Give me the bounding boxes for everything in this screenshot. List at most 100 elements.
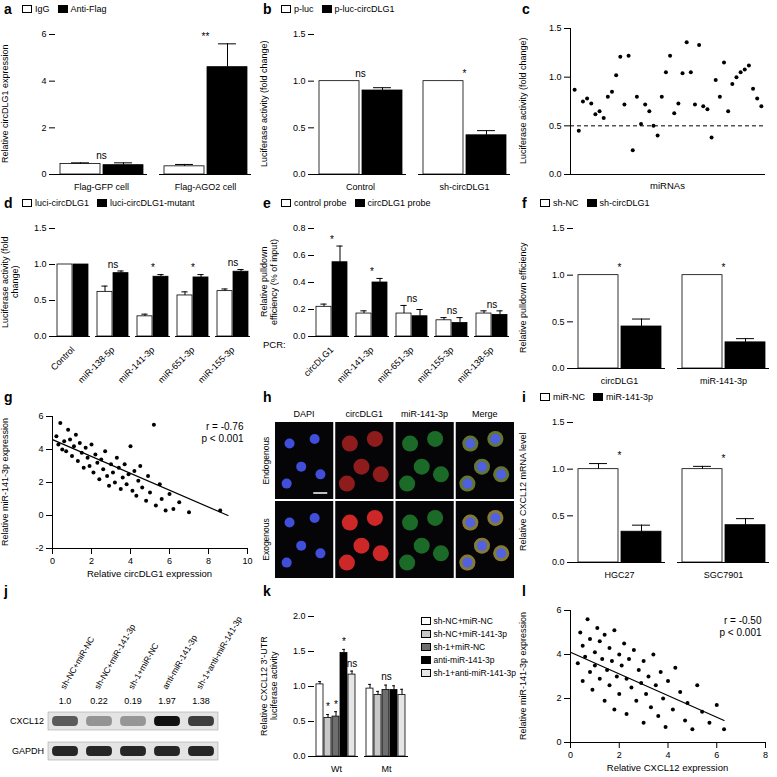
svg-text:0.6: 0.6 <box>293 250 306 260</box>
svg-text:HGC27: HGC27 <box>604 570 634 580</box>
svg-text:miR-155-3p: miR-155-3p <box>415 345 455 385</box>
svg-text:Flag-AGO2 cell: Flag-AGO2 cell <box>175 182 237 192</box>
svg-text:4: 4 <box>665 750 670 760</box>
svg-text:0.4: 0.4 <box>293 277 306 287</box>
svg-text:*: * <box>722 453 726 464</box>
svg-text:*: * <box>330 234 334 245</box>
svg-text:0: 0 <box>41 169 46 179</box>
svg-text:0.5: 0.5 <box>34 295 47 305</box>
svg-text:circDLG1: circDLG1 <box>346 409 384 419</box>
svg-text:0.19: 0.19 <box>124 696 142 706</box>
svg-text:0.22: 0.22 <box>90 696 108 706</box>
svg-text:1.5: 1.5 <box>552 223 565 233</box>
svg-text:Wt: Wt <box>331 764 342 774</box>
svg-text:2: 2 <box>89 556 94 566</box>
svg-text:miR-141-3p: miR-141-3p <box>116 345 156 385</box>
svg-text:6: 6 <box>714 750 719 760</box>
svg-text:ns: ns <box>487 299 498 310</box>
svg-text:miR-138-5p: miR-138-5p <box>455 345 495 385</box>
svg-text:1.0: 1.0 <box>59 696 72 706</box>
svg-text:1.97: 1.97 <box>158 696 176 706</box>
svg-text:4: 4 <box>41 76 46 86</box>
svg-text:circDLG1: circDLG1 <box>601 376 639 386</box>
svg-text:0.2: 0.2 <box>293 304 306 314</box>
svg-text:0.5: 0.5 <box>293 716 306 726</box>
svg-text:2.0: 2.0 <box>293 611 306 621</box>
svg-text:miR-141-3p: miR-141-3p <box>401 409 448 419</box>
svg-text:1.5: 1.5 <box>293 646 306 656</box>
svg-text:0.5: 0.5 <box>552 511 565 521</box>
svg-text:0.0: 0.0 <box>293 751 306 761</box>
svg-text:6: 6 <box>167 556 172 566</box>
svg-text:*: * <box>326 701 330 712</box>
svg-text:0.5: 0.5 <box>549 121 562 131</box>
svg-text:1.0: 1.0 <box>552 270 565 280</box>
svg-text:sh-1+miR-NC: sh-1+miR-NC <box>126 641 161 691</box>
svg-text:miR-141-3p: miR-141-3p <box>335 345 375 385</box>
svg-text:1.5: 1.5 <box>552 417 565 427</box>
svg-text:0: 0 <box>50 556 55 566</box>
svg-text:1.0: 1.0 <box>549 72 562 82</box>
svg-text:4: 4 <box>128 556 133 566</box>
svg-text:SGC7901: SGC7901 <box>704 570 744 580</box>
svg-text:1.5: 1.5 <box>549 23 562 33</box>
svg-text:miR-651-3p: miR-651-3p <box>156 345 196 385</box>
svg-text:2: 2 <box>41 123 46 133</box>
svg-text:Exogenous: Exogenous <box>261 518 271 561</box>
svg-text:Flag-GFP cell: Flag-GFP cell <box>74 182 129 192</box>
svg-text:0.0: 0.0 <box>34 331 47 341</box>
svg-text:0: 0 <box>568 750 573 760</box>
svg-text:4: 4 <box>38 444 43 454</box>
svg-text:Control: Control <box>49 345 77 373</box>
svg-text:Merge: Merge <box>472 409 498 419</box>
svg-text:*: * <box>463 68 467 79</box>
svg-text:1.0: 1.0 <box>34 259 47 269</box>
svg-text:**: ** <box>202 31 210 42</box>
svg-text:ns: ns <box>108 259 119 270</box>
svg-text:4: 4 <box>556 649 561 659</box>
svg-text:CXCL12: CXCL12 <box>10 716 44 726</box>
svg-text:miR-138-5p: miR-138-5p <box>76 345 116 385</box>
svg-text:*: * <box>722 262 726 273</box>
svg-text:ns: ns <box>447 305 458 316</box>
svg-text:1.0: 1.0 <box>293 76 306 86</box>
svg-text:p < 0.001: p < 0.001 <box>720 627 762 638</box>
svg-text:1.0: 1.0 <box>293 681 306 691</box>
svg-text:2: 2 <box>556 693 561 703</box>
svg-text:ns: ns <box>381 671 392 682</box>
svg-text:0.0: 0.0 <box>293 331 306 341</box>
svg-text:r = -0.50: r = -0.50 <box>724 615 762 626</box>
svg-text:8: 8 <box>206 556 211 566</box>
svg-text:8: 8 <box>763 750 768 760</box>
svg-text:p < 0.001: p < 0.001 <box>202 433 244 444</box>
svg-text:miR-141-3p: miR-141-3p <box>700 376 747 386</box>
svg-text:0.0: 0.0 <box>549 169 562 179</box>
svg-text:0.0: 0.0 <box>293 169 306 179</box>
svg-text:*: * <box>334 699 338 710</box>
svg-text:DAPI: DAPI <box>294 409 315 419</box>
svg-text:*: * <box>342 636 346 647</box>
svg-text:1.38: 1.38 <box>192 696 210 706</box>
svg-text:ns: ns <box>407 293 418 304</box>
svg-text:6: 6 <box>556 605 561 615</box>
svg-text:0.8: 0.8 <box>293 223 306 233</box>
svg-text:Control: Control <box>346 182 375 192</box>
svg-text:2: 2 <box>38 477 43 487</box>
svg-text:sh-circDLG1: sh-circDLG1 <box>439 182 489 192</box>
svg-text:6: 6 <box>38 411 43 421</box>
svg-text:0.5: 0.5 <box>293 123 306 133</box>
svg-text:miR-651-3p: miR-651-3p <box>375 345 415 385</box>
svg-text:ns: ns <box>228 257 239 268</box>
svg-text:1.5: 1.5 <box>293 29 306 39</box>
svg-text:-2: -2 <box>35 543 43 553</box>
svg-text:sh-1+anti-miR-141-3p: sh-1+anti-miR-141-3p <box>194 614 244 691</box>
svg-text:miR-155-3p: miR-155-3p <box>196 345 236 385</box>
svg-text:Mt: Mt <box>382 764 392 774</box>
svg-text:GAPDH: GAPDH <box>12 746 44 756</box>
svg-text:1.5: 1.5 <box>34 223 47 233</box>
svg-text:0: 0 <box>556 737 561 747</box>
svg-text:*: * <box>370 266 374 277</box>
svg-text:0.5: 0.5 <box>552 317 565 327</box>
svg-text:ns: ns <box>355 68 366 79</box>
svg-text:6: 6 <box>41 29 46 39</box>
